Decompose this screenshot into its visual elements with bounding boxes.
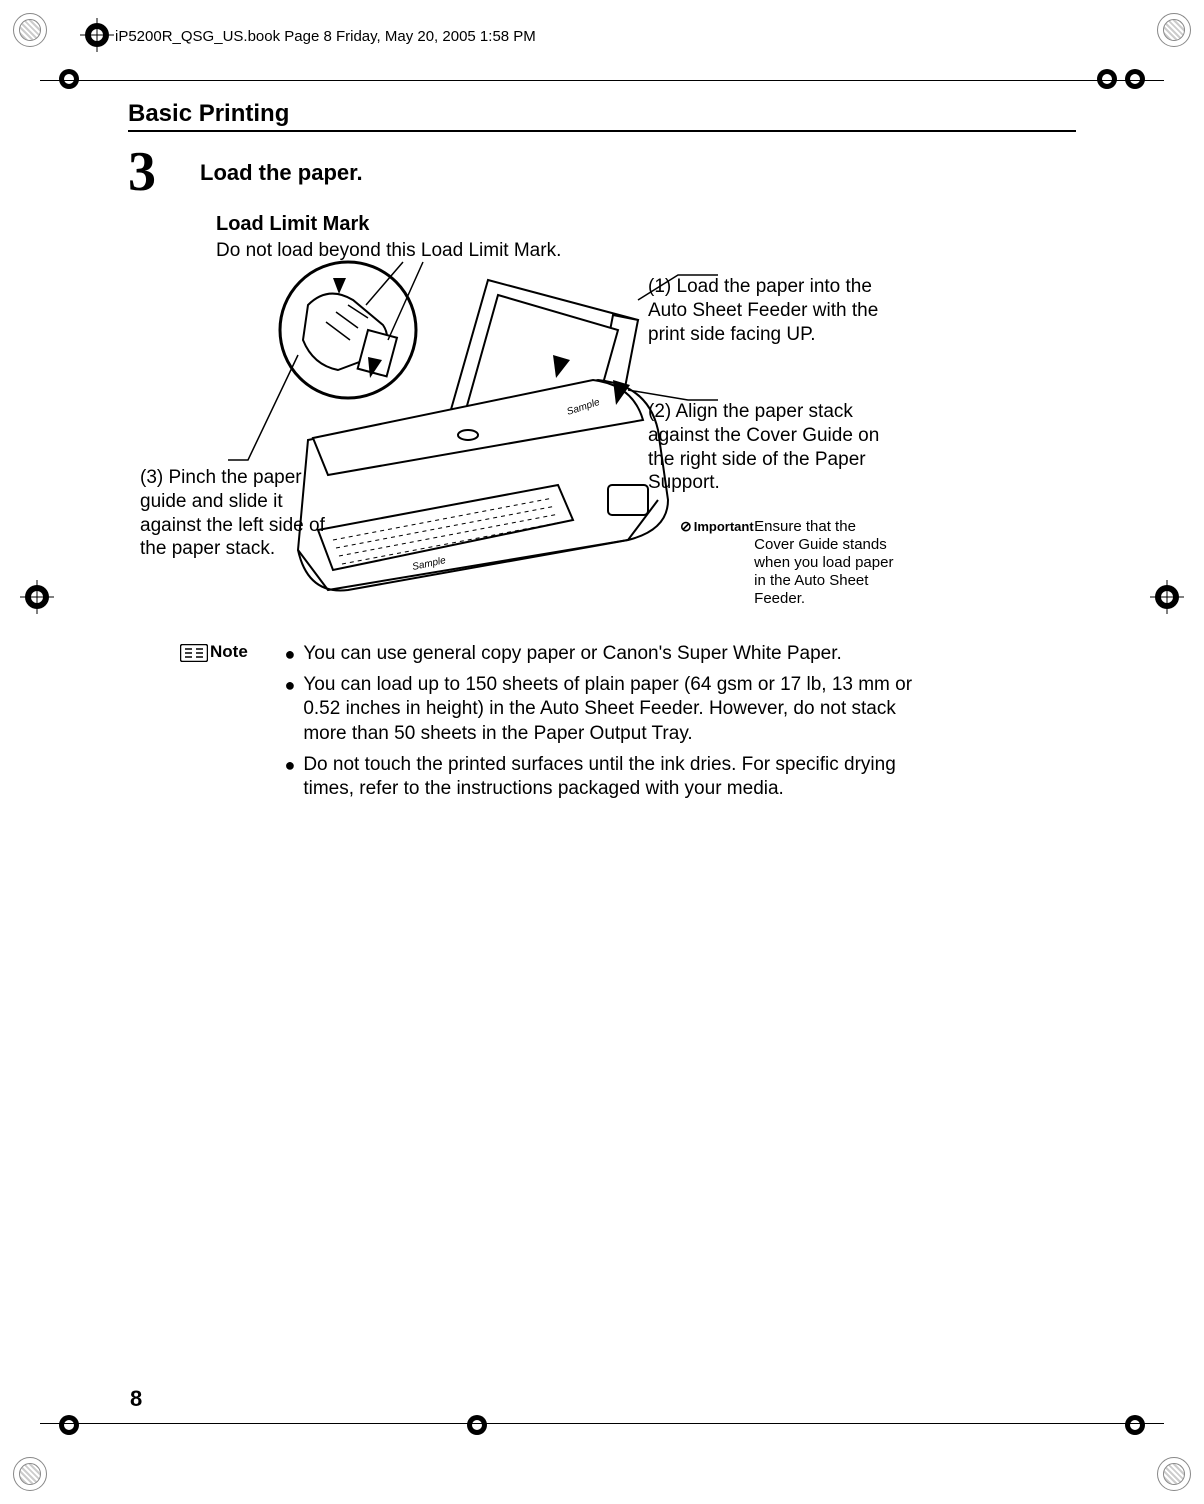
reg-target-right	[1150, 580, 1184, 614]
callout-3: (3) Pinch the paper guide and slide it a…	[140, 466, 330, 561]
printer-illustration: Sample Sample	[218, 260, 718, 620]
reg-target-left	[20, 580, 54, 614]
note-bullet-2: You can load up to 150 sheets of plain p…	[303, 673, 934, 747]
callout-2: (2) Align the paper stack against the Co…	[648, 400, 908, 495]
note-label: Note	[180, 642, 280, 662]
note-list: ●You can use general copy paper or Canon…	[284, 642, 934, 808]
important-label: Important	[680, 518, 750, 535]
note-bullet-3: Do not touch the printed surfaces until …	[303, 753, 934, 802]
reg-target-br-corner	[1118, 1408, 1152, 1442]
load-limit-desc: Do not load beyond this Load Limit Mark.	[216, 240, 561, 262]
crop-mark-bl	[10, 1454, 50, 1494]
crop-mark-tr	[1154, 10, 1194, 50]
reg-target-header	[80, 18, 114, 52]
load-limit-heading: Load Limit Mark	[216, 213, 369, 236]
note-block: Note ●You can use general copy paper or …	[180, 642, 940, 808]
note-label-text: Note	[210, 642, 248, 661]
section-underline	[128, 130, 1076, 132]
top-rule	[40, 80, 1164, 81]
reg-target-tl-corner	[52, 62, 86, 96]
bottom-rule	[40, 1423, 1164, 1424]
important-text: Ensure that the Cover Guide stands when …	[754, 518, 899, 608]
step-number: 3	[128, 140, 156, 204]
reg-target-tr-inner	[1090, 62, 1124, 96]
important-block: Important Ensure that the Cover Guide st…	[680, 518, 925, 608]
section-title: Basic Printing	[128, 100, 289, 128]
header-runline: iP5200R_QSG_US.book Page 8 Friday, May 2…	[115, 28, 536, 45]
page-number: 8	[130, 1386, 142, 1412]
crop-mark-br	[1154, 1454, 1194, 1494]
crop-mark-tl	[10, 10, 50, 50]
note-icon	[180, 644, 208, 662]
reg-target-bottom-mid	[460, 1408, 494, 1442]
note-bullet-1: You can use general copy paper or Canon'…	[303, 642, 841, 667]
step-title: Load the paper.	[200, 160, 363, 186]
reg-target-bl-corner	[52, 1408, 86, 1442]
callout-1: (1) Load the paper into the Auto Sheet F…	[648, 275, 898, 346]
